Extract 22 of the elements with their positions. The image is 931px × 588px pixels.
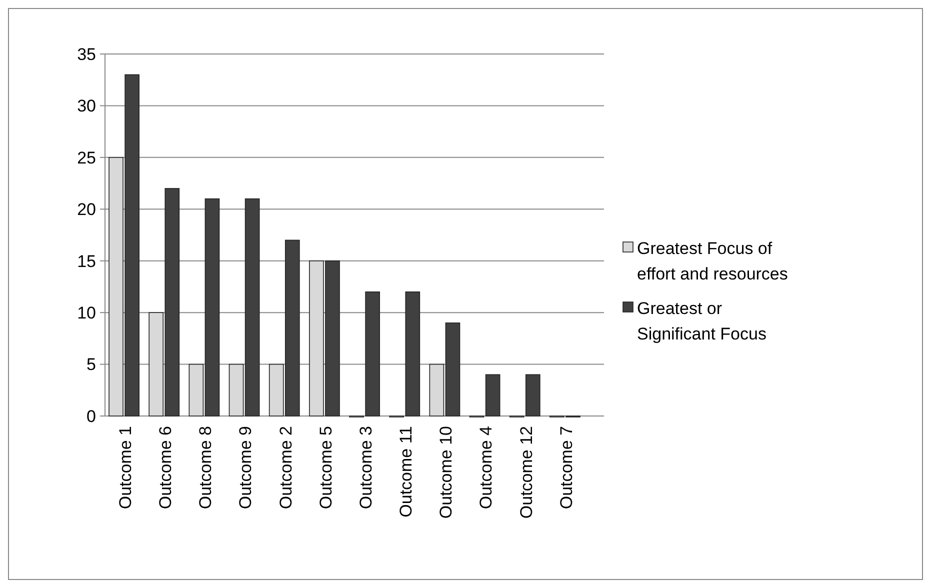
x-tick-label: Outcome 7 — [556, 426, 576, 510]
x-tick-label: Outcome 10 — [436, 426, 456, 519]
x-tick-label: Outcome 4 — [476, 426, 496, 510]
y-tick-label: 30 — [77, 96, 96, 116]
y-tick-label: 35 — [77, 44, 96, 64]
y-tick-label: 20 — [77, 200, 96, 220]
legend-label: Greatest or Significant Focus — [637, 298, 766, 344]
x-tick-label: Outcome 1 — [116, 426, 135, 510]
x-tick-label: Outcome 6 — [156, 426, 176, 510]
legend-label: Greatest Focus of effort and resources — [637, 238, 788, 284]
x-tick-label: Outcome 11 — [396, 426, 416, 518]
y-tick-label: 15 — [77, 252, 96, 271]
x-tick-label: Outcome 5 — [316, 426, 336, 510]
y-tick-label: 25 — [77, 148, 96, 168]
x-tick-label: Outcome 12 — [516, 426, 536, 519]
x-tick-label: Outcome 3 — [356, 426, 376, 510]
y-tick-label: 10 — [77, 304, 96, 323]
y-tick-label: 5 — [86, 355, 96, 374]
x-tick-label: Outcome 2 — [276, 426, 296, 510]
x-tick-label: Outcome 9 — [236, 426, 256, 510]
x-tick-label: Outcome 8 — [196, 426, 216, 510]
y-tick-label: 0 — [86, 406, 96, 426]
